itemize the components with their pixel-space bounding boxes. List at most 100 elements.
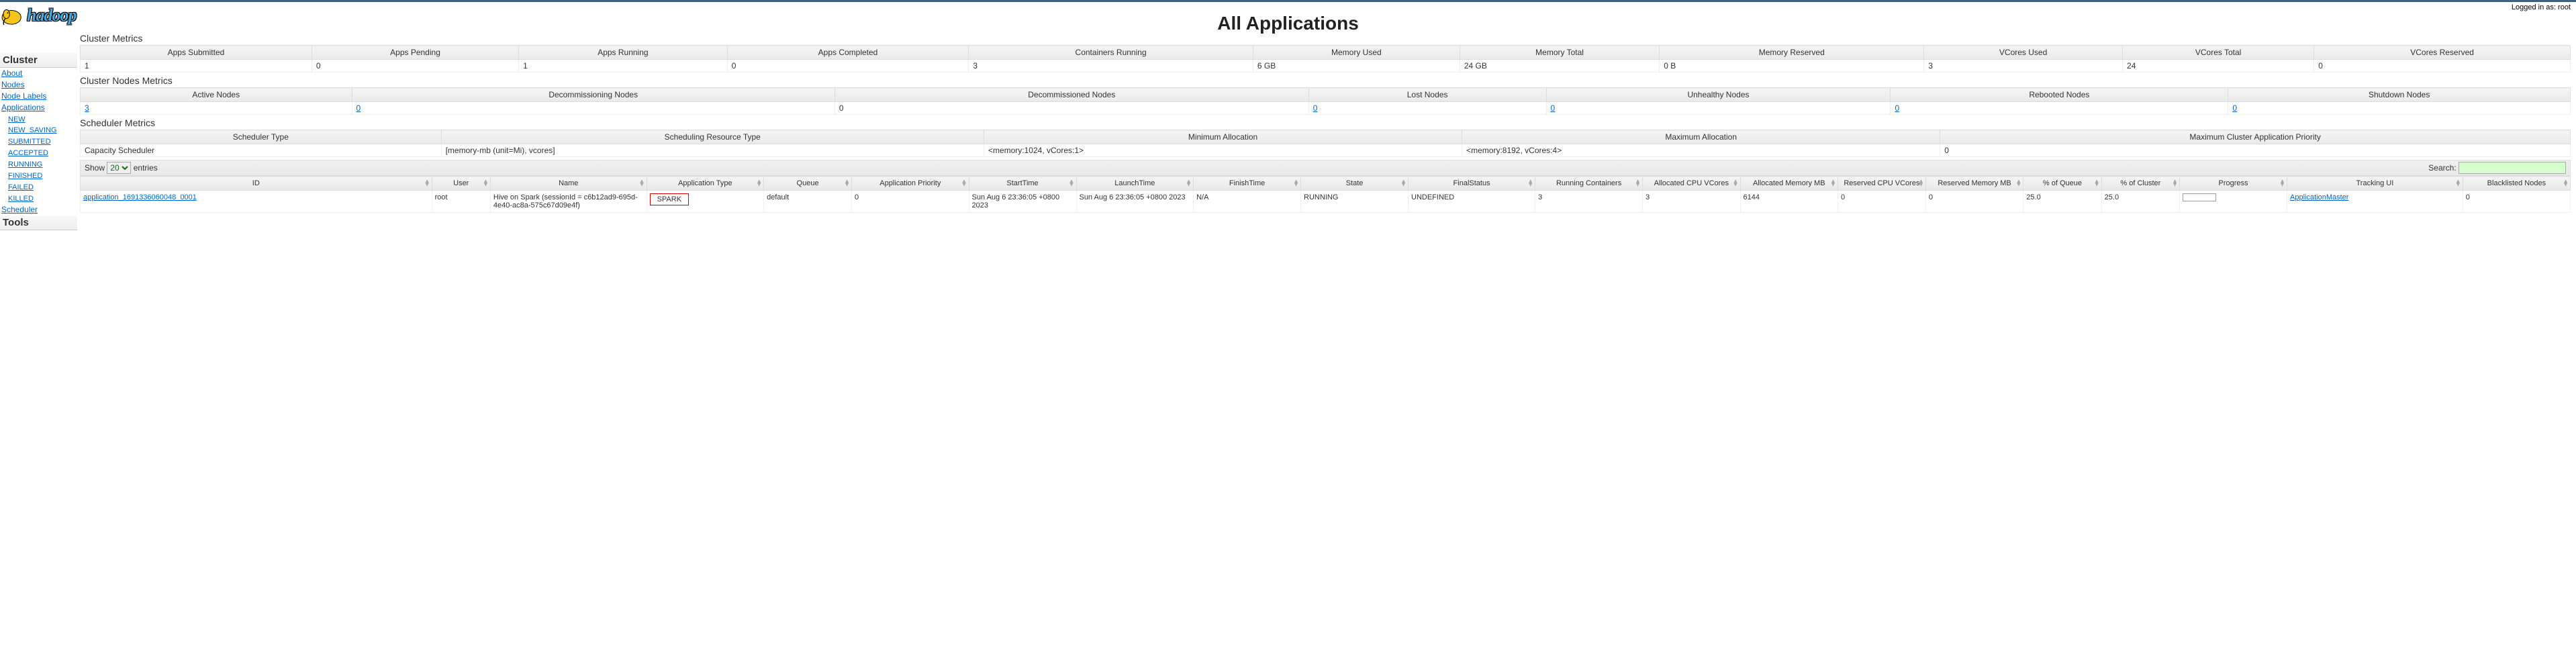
cell-finish-time: N/A — [1194, 191, 1301, 213]
column-header[interactable]: Reserved CPU VCores▲▼ — [1838, 177, 1925, 191]
show-label: Show — [85, 163, 105, 173]
tracking-ui-link[interactable]: ApplicationMaster — [2290, 193, 2348, 201]
sidebar-state-submitted[interactable]: SUBMITTED — [8, 138, 51, 146]
cell-pct-cluster: 25.0 — [2101, 191, 2179, 213]
cell-final-status: UNDEFINED — [1409, 191, 1535, 213]
sort-icon: ▲▼ — [844, 180, 850, 187]
sidebar-state-accepted[interactable]: ACCEPTED — [8, 149, 48, 157]
app-type-highlight: SPARK — [650, 193, 689, 205]
sidebar-item-node-labels[interactable]: Node Labels — [1, 91, 46, 101]
hadoop-wordmark: hadoop — [27, 5, 76, 26]
scheduler-metrics-table: Scheduler TypeScheduling Resource TypeMi… — [80, 130, 2571, 157]
column-header[interactable]: State▲▼ — [1301, 177, 1409, 191]
metrics-header: Apps Pending — [312, 46, 518, 60]
metrics-header: Minimum Allocation — [984, 130, 1462, 144]
sidebar: Cluster About Nodes Node Labels Applicat… — [0, 26, 77, 230]
sidebar-state-killed[interactable]: KILLED — [8, 195, 34, 203]
cell-pct-queue: 25.0 — [2023, 191, 2101, 213]
metrics-header: Decommissioned Nodes — [834, 88, 1308, 102]
column-header[interactable]: Tracking UI▲▼ — [2287, 177, 2463, 191]
metrics-value: 0 — [834, 102, 1308, 115]
metrics-header: Containers Running — [969, 46, 1253, 60]
sidebar-item-about[interactable]: About — [1, 68, 22, 78]
column-header[interactable]: Blacklisted Nodes▲▼ — [2463, 177, 2570, 191]
sidebar-item-scheduler[interactable]: Scheduler — [1, 205, 38, 214]
node-count-link[interactable]: 0 — [356, 103, 361, 113]
metrics-header: Memory Total — [1460, 46, 1659, 60]
sidebar-item-nodes[interactable]: Nodes — [1, 80, 25, 89]
metrics-value: 0 — [312, 60, 518, 73]
node-count-link[interactable]: 0 — [1313, 103, 1318, 113]
metrics-header: Maximum Allocation — [1462, 130, 1940, 144]
sidebar-state-running[interactable]: RUNNING — [8, 160, 42, 169]
sidebar-state-new[interactable]: NEW — [8, 115, 26, 124]
app-id-link[interactable]: application_1691336060048_0001 — [83, 193, 197, 201]
column-header[interactable]: Queue▲▼ — [764, 177, 852, 191]
cell-state: RUNNING — [1301, 191, 1409, 213]
column-header[interactable]: % of Cluster▲▼ — [2101, 177, 2179, 191]
column-header[interactable]: Name▲▼ — [490, 177, 647, 191]
login-info: Logged in as: root — [2512, 3, 2571, 11]
cell-blacklisted: 0 — [2463, 191, 2570, 213]
metrics-value: [memory-mb (unit=Mi), vcores] — [441, 144, 984, 157]
column-header[interactable]: StartTime▲▼ — [969, 177, 1076, 191]
cell-name: Hive on Spark (sessionId = c6b12ad9-695d… — [490, 191, 647, 213]
column-header[interactable]: Reserved Memory MB▲▼ — [1925, 177, 2023, 191]
node-count-link[interactable]: 0 — [2232, 103, 2237, 113]
sidebar-item-applications[interactable]: Applications — [1, 103, 45, 112]
metrics-header: Shutdown Nodes — [2228, 88, 2571, 102]
sort-icon: ▲▼ — [1635, 180, 1641, 187]
hadoop-elephant-icon — [0, 5, 26, 26]
sort-icon: ▲▼ — [2094, 180, 2100, 187]
metrics-value: 0 — [1891, 102, 2228, 115]
column-header[interactable]: FinalStatus▲▼ — [1409, 177, 1535, 191]
metrics-value: 3 — [969, 60, 1253, 73]
metrics-header: Lost Nodes — [1308, 88, 1546, 102]
metrics-value: Capacity Scheduler — [81, 144, 442, 157]
cell-launch-time: Sun Aug 6 23:36:05 +0800 2023 — [1076, 191, 1194, 213]
metrics-value: 0 — [727, 60, 969, 73]
metrics-value: 3 — [1924, 60, 2123, 73]
sidebar-state-new-saving[interactable]: NEW_SAVING — [8, 126, 57, 134]
node-count-link[interactable]: 0 — [1895, 103, 1899, 113]
metrics-header: Active Nodes — [81, 88, 352, 102]
column-header[interactable]: LaunchTime▲▼ — [1076, 177, 1194, 191]
sort-icon: ▲▼ — [1400, 180, 1406, 187]
metrics-header: Apps Running — [519, 46, 728, 60]
sidebar-state-finished[interactable]: FINISHED — [8, 172, 42, 180]
metrics-value: 24 — [2123, 60, 2314, 73]
metrics-header: Memory Reserved — [1660, 46, 1924, 60]
logo[interactable]: hadoop — [0, 5, 76, 26]
column-header[interactable]: Allocated Memory MB▲▼ — [1740, 177, 1838, 191]
search-label: Search: — [2428, 163, 2456, 173]
sort-icon: ▲▼ — [639, 180, 645, 187]
node-metrics-table: Active NodesDecommissioning NodesDecommi… — [80, 87, 2571, 115]
column-header[interactable]: FinishTime▲▼ — [1194, 177, 1301, 191]
page-size-select[interactable]: 20 — [107, 162, 131, 174]
sidebar-state-failed[interactable]: FAILED — [8, 183, 34, 191]
sort-icon: ▲▼ — [1918, 180, 1924, 187]
column-header[interactable]: Application Type▲▼ — [647, 177, 764, 191]
cell-start-time: Sun Aug 6 23:36:05 +0800 2023 — [969, 191, 1076, 213]
sort-icon: ▲▼ — [1069, 180, 1075, 187]
cell-alloc-mem: 6144 — [1740, 191, 1838, 213]
cell-running-containers: 3 — [1535, 191, 1643, 213]
metrics-value: 1 — [519, 60, 728, 73]
column-header[interactable]: ID▲▼ — [81, 177, 432, 191]
column-header[interactable]: Allocated CPU VCores▲▼ — [1643, 177, 1740, 191]
column-header[interactable]: Progress▲▼ — [2180, 177, 2287, 191]
column-header[interactable]: Running Containers▲▼ — [1535, 177, 1643, 191]
metrics-value: 0 — [1308, 102, 1546, 115]
column-header[interactable]: Application Priority▲▼ — [852, 177, 969, 191]
entries-label: entries — [134, 163, 158, 173]
node-count-link[interactable]: 0 — [1551, 103, 1556, 113]
column-header[interactable]: User▲▼ — [432, 177, 490, 191]
search-input[interactable] — [2459, 162, 2566, 174]
metrics-value: <memory:1024, vCores:1> — [984, 144, 1462, 157]
sort-icon: ▲▼ — [1527, 180, 1533, 187]
sort-icon: ▲▼ — [483, 180, 489, 187]
metrics-value: 0 — [2228, 102, 2571, 115]
metrics-value: 0 B — [1660, 60, 1924, 73]
column-header[interactable]: % of Queue▲▼ — [2023, 177, 2101, 191]
node-count-link[interactable]: 3 — [85, 103, 89, 113]
